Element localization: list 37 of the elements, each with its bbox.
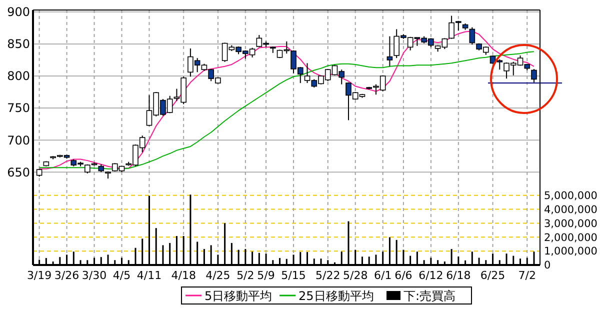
x-tick-label: 4/11 (136, 269, 162, 282)
y-tick-label: 850 (7, 37, 30, 52)
x-tick-label: 7/2 (518, 269, 536, 282)
x-tick-label: 6/6 (394, 269, 412, 282)
candlestick (469, 26, 476, 46)
legend-label: 25日移動平均 (298, 289, 374, 303)
y2-tick-label: 0 (544, 260, 551, 272)
y-tick-label: 700 (7, 133, 30, 148)
y2-tick-label: 3,000,000 (544, 218, 598, 230)
x-tick-label: 5/15 (281, 269, 306, 282)
x-tick-label: 5/22 (316, 269, 340, 282)
x-tick-label: 3/19 (26, 269, 52, 282)
x-tick-label: 4/25 (206, 269, 230, 282)
x-tick-label: 6/12 (418, 269, 444, 282)
y2-tick-label: 2,000,000 (544, 232, 598, 244)
x-tick-label: 3/30 (82, 269, 107, 282)
x-tick-label: 3/26 (54, 269, 80, 282)
legend-label: 下:売買高 (404, 289, 456, 303)
x-tick-label: 6/1 (374, 269, 392, 282)
x-tick-label: 4/5 (112, 269, 131, 282)
y2-tick-label: 5,000,000 (544, 190, 598, 202)
x-tick-label: 5/9 (257, 269, 275, 282)
y2-tick-label: 1,000,000 (544, 246, 598, 258)
y-tick-label: 900 (7, 5, 30, 20)
y-tick-label: 750 (7, 101, 30, 116)
x-tick-label: 5/28 (343, 269, 368, 282)
legend-label: 5日移動平均 (204, 289, 272, 303)
y-tick-label: 650 (7, 165, 30, 180)
x-tick-label: 6/25 (480, 269, 506, 282)
y2-tick-label: 4,000,000 (544, 204, 598, 216)
y-tick-label: 800 (7, 69, 30, 84)
candlestick (386, 36, 393, 67)
candlestick (496, 58, 503, 70)
candlestick (531, 68, 537, 83)
x-tick-label: 4/18 (171, 269, 196, 282)
x-tick-label: 5/2 (236, 269, 254, 282)
x-tick-label: 6/18 (446, 269, 471, 282)
